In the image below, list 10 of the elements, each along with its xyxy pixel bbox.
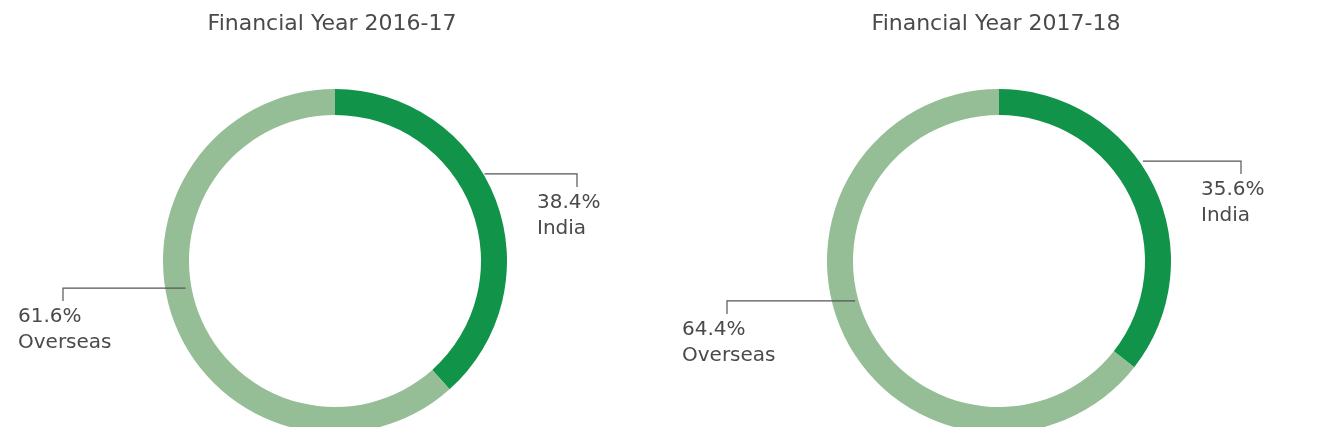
chart-title: Financial Year 2016-17 [206, 10, 458, 35]
slice-label: India [1201, 202, 1251, 227]
data-label: 61.6% [18, 303, 82, 328]
slice-label: Overseas [18, 329, 112, 354]
data-label: 35.6% [1201, 176, 1265, 201]
chart-title: Financial Year 2017-18 [870, 10, 1122, 35]
data-label: 64.4% [682, 315, 746, 340]
slice-label: Overseas [682, 341, 776, 366]
slice-label: India [537, 214, 587, 239]
data-label: 38.4% [537, 188, 601, 213]
